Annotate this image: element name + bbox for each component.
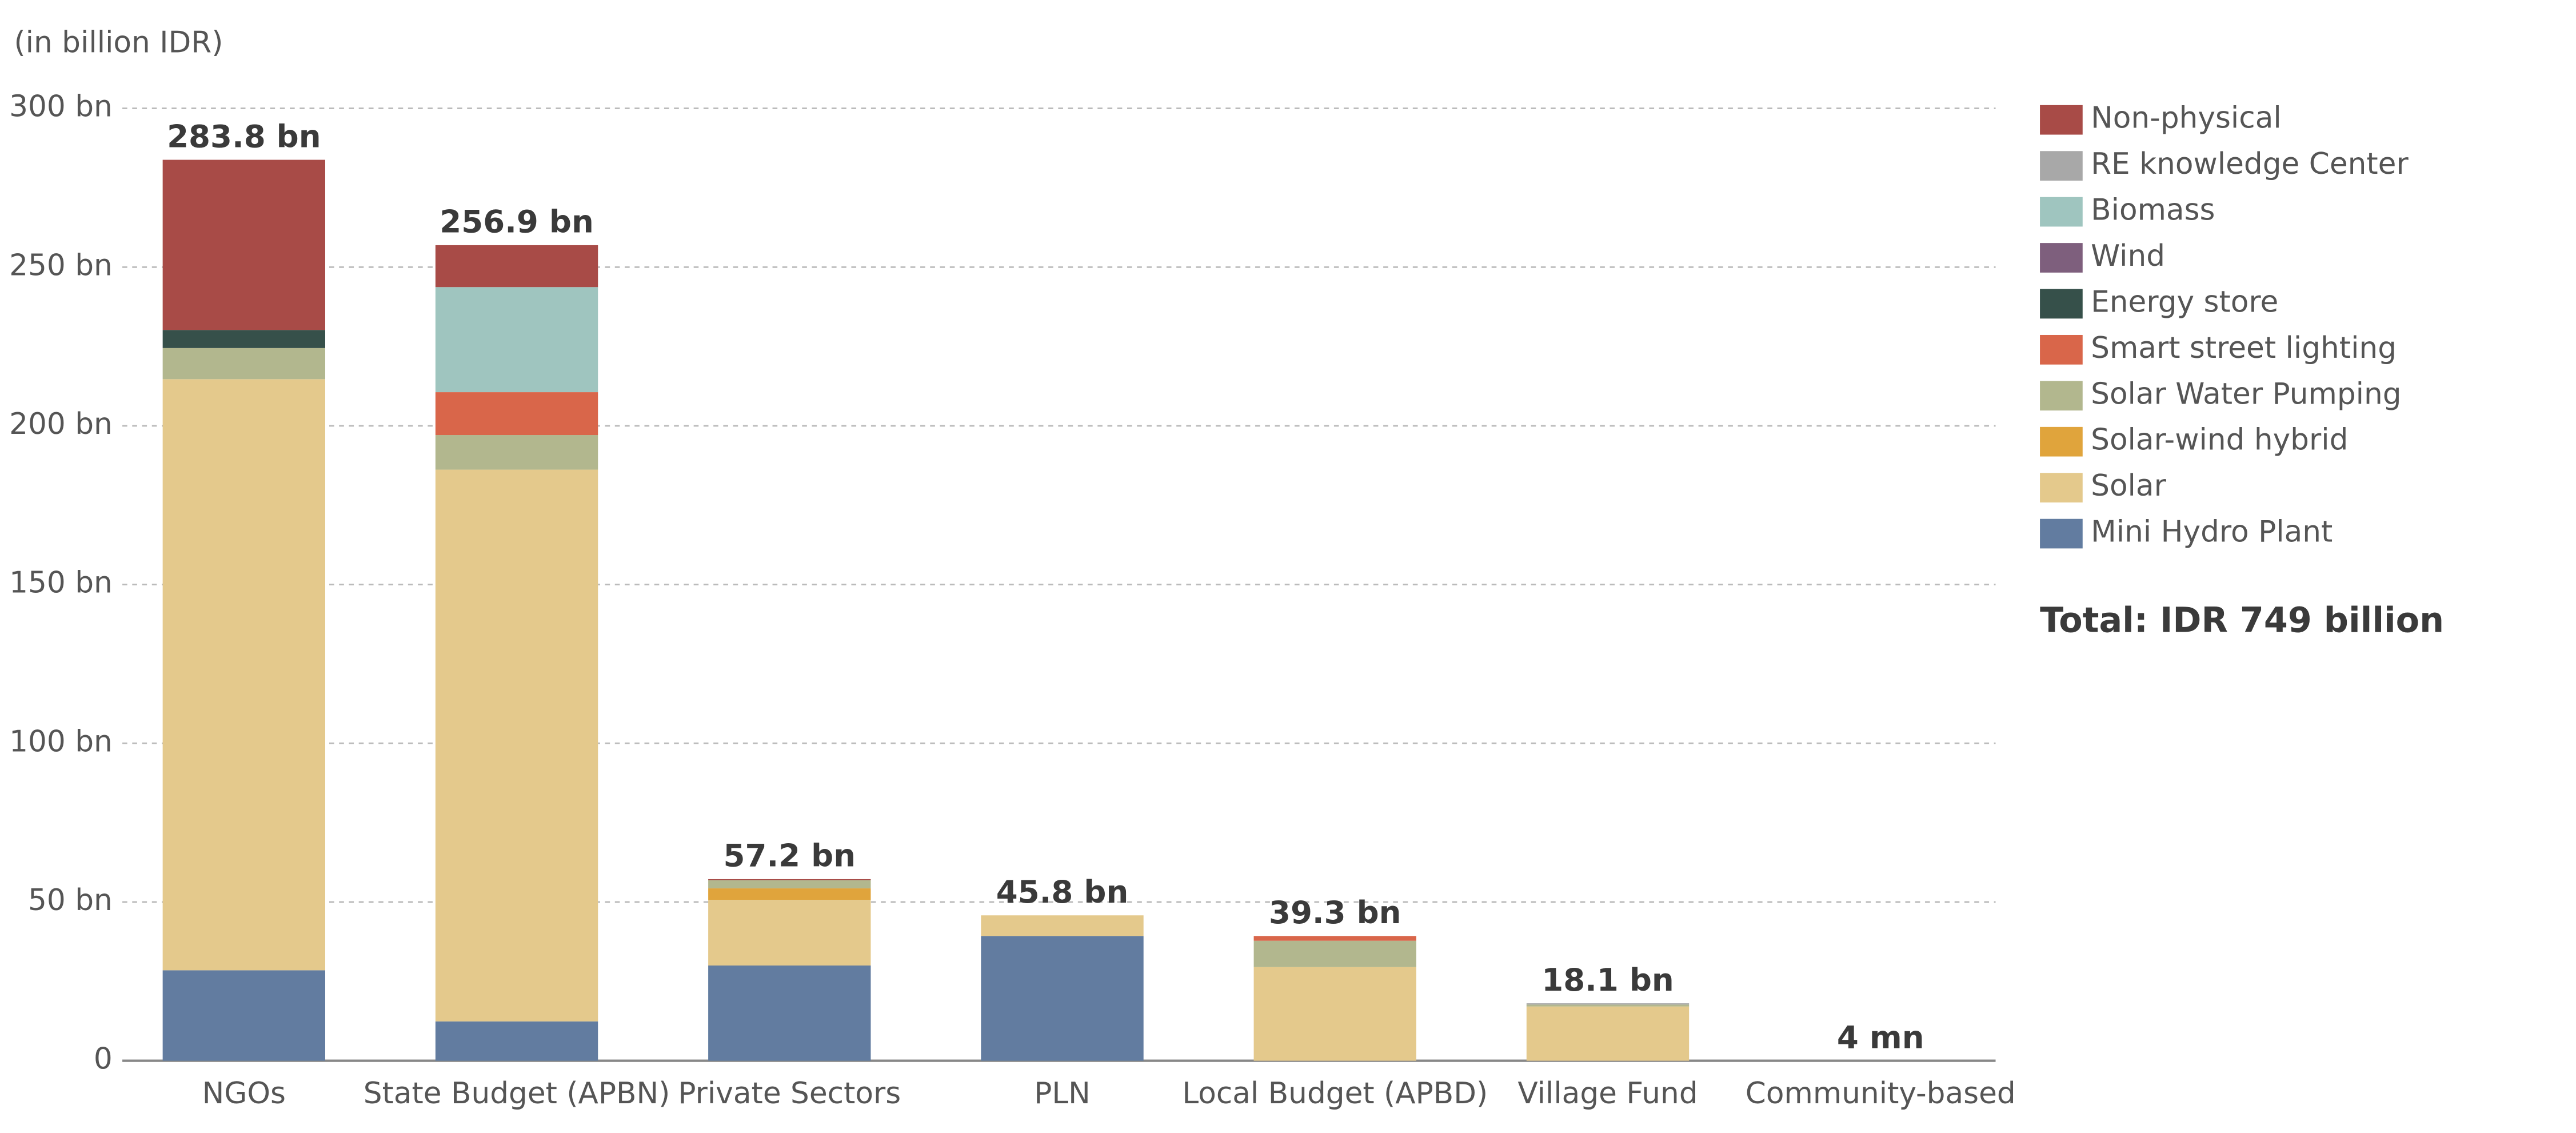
bar-segment xyxy=(435,435,598,470)
bar-segment xyxy=(1253,940,1416,967)
legend-swatch xyxy=(2040,197,2083,227)
total-label: 45.8 bn xyxy=(996,873,1129,910)
x-tick-label: Private Sectors xyxy=(678,1076,901,1111)
legend-swatch xyxy=(2040,426,2083,457)
summary: Total: IDR 749 billion xyxy=(2040,600,2444,640)
total-label: 256.9 bn xyxy=(440,204,593,240)
bar-segment xyxy=(435,245,598,288)
bar-segment xyxy=(435,392,598,436)
bar-segment xyxy=(1253,967,1416,1061)
x-tick-label: NGOs xyxy=(202,1076,286,1111)
legend-swatch xyxy=(2040,334,2083,365)
bar-segment xyxy=(162,159,326,330)
legend-swatch xyxy=(2040,243,2083,273)
bar-segment xyxy=(1526,1003,1690,1005)
bar-segment xyxy=(162,379,326,971)
total-label: 57.2 bn xyxy=(724,837,856,874)
legend-swatch xyxy=(2040,473,2083,502)
bar-segment xyxy=(1526,1006,1690,1061)
bar-segment xyxy=(162,330,326,348)
bar-segment xyxy=(708,879,871,880)
legend-label: Solar-wind hybrid xyxy=(2091,423,2348,457)
bar-segment xyxy=(708,880,871,889)
legend-swatch xyxy=(2040,289,2083,319)
bar-segment xyxy=(708,888,871,900)
total-label: 283.8 bn xyxy=(167,118,321,154)
bar-segment xyxy=(435,1021,598,1061)
legend-label: Wind xyxy=(2091,239,2165,273)
legend-swatch xyxy=(2040,105,2083,135)
y-tick-label: 200 bn xyxy=(9,407,113,441)
bar-segment xyxy=(435,469,598,1022)
legend-label: Energy store xyxy=(2091,285,2278,319)
y-tick-label: 100 bn xyxy=(9,724,113,759)
x-tick-label: Community-based xyxy=(1746,1076,2016,1111)
y-tick-label: 0 xyxy=(94,1042,113,1076)
x-tick-label: PLN xyxy=(1034,1076,1091,1111)
legend-label: RE knowledge Center xyxy=(2091,147,2409,181)
legend-label: Mini Hydro Plant xyxy=(2091,515,2333,549)
y-tick-label: 150 bn xyxy=(9,566,113,600)
y-tick-label: 250 bn xyxy=(9,248,113,282)
total-label: 18.1 bn xyxy=(1541,962,1674,998)
axis-note: (in billion IDR) xyxy=(14,26,223,60)
legend-label: Solar xyxy=(2091,469,2166,503)
legend-swatch xyxy=(2040,151,2083,181)
total-label: 4 mn xyxy=(1837,1019,1924,1055)
legend-label: Solar Water Pumping xyxy=(2091,377,2401,411)
y-tick-label: 50 bn xyxy=(28,883,113,917)
legend-label: Non-physical xyxy=(2091,101,2282,135)
y-tick-label: 300 bn xyxy=(9,90,113,124)
bar-segment xyxy=(1253,936,1416,941)
legend-label: Biomass xyxy=(2091,193,2215,228)
bar-segment xyxy=(1526,1004,1690,1007)
bar-segment xyxy=(708,900,871,966)
legend-swatch xyxy=(2040,381,2083,411)
bar-segment xyxy=(981,936,1144,1061)
bar-segment xyxy=(162,348,326,380)
bar-segment xyxy=(162,970,326,1061)
bar-segment xyxy=(981,915,1144,936)
legend-label: Smart street lighting xyxy=(2091,331,2397,365)
x-tick-label: Local Budget (APBD) xyxy=(1182,1076,1488,1111)
x-tick-label: Village Fund xyxy=(1517,1076,1698,1111)
total-label: 39.3 bn xyxy=(1269,894,1401,931)
legend-swatch xyxy=(2040,518,2083,549)
x-tick-label: State Budget (APBN) xyxy=(364,1076,670,1111)
bar-segment xyxy=(435,287,598,393)
bar-segment xyxy=(708,966,871,1061)
